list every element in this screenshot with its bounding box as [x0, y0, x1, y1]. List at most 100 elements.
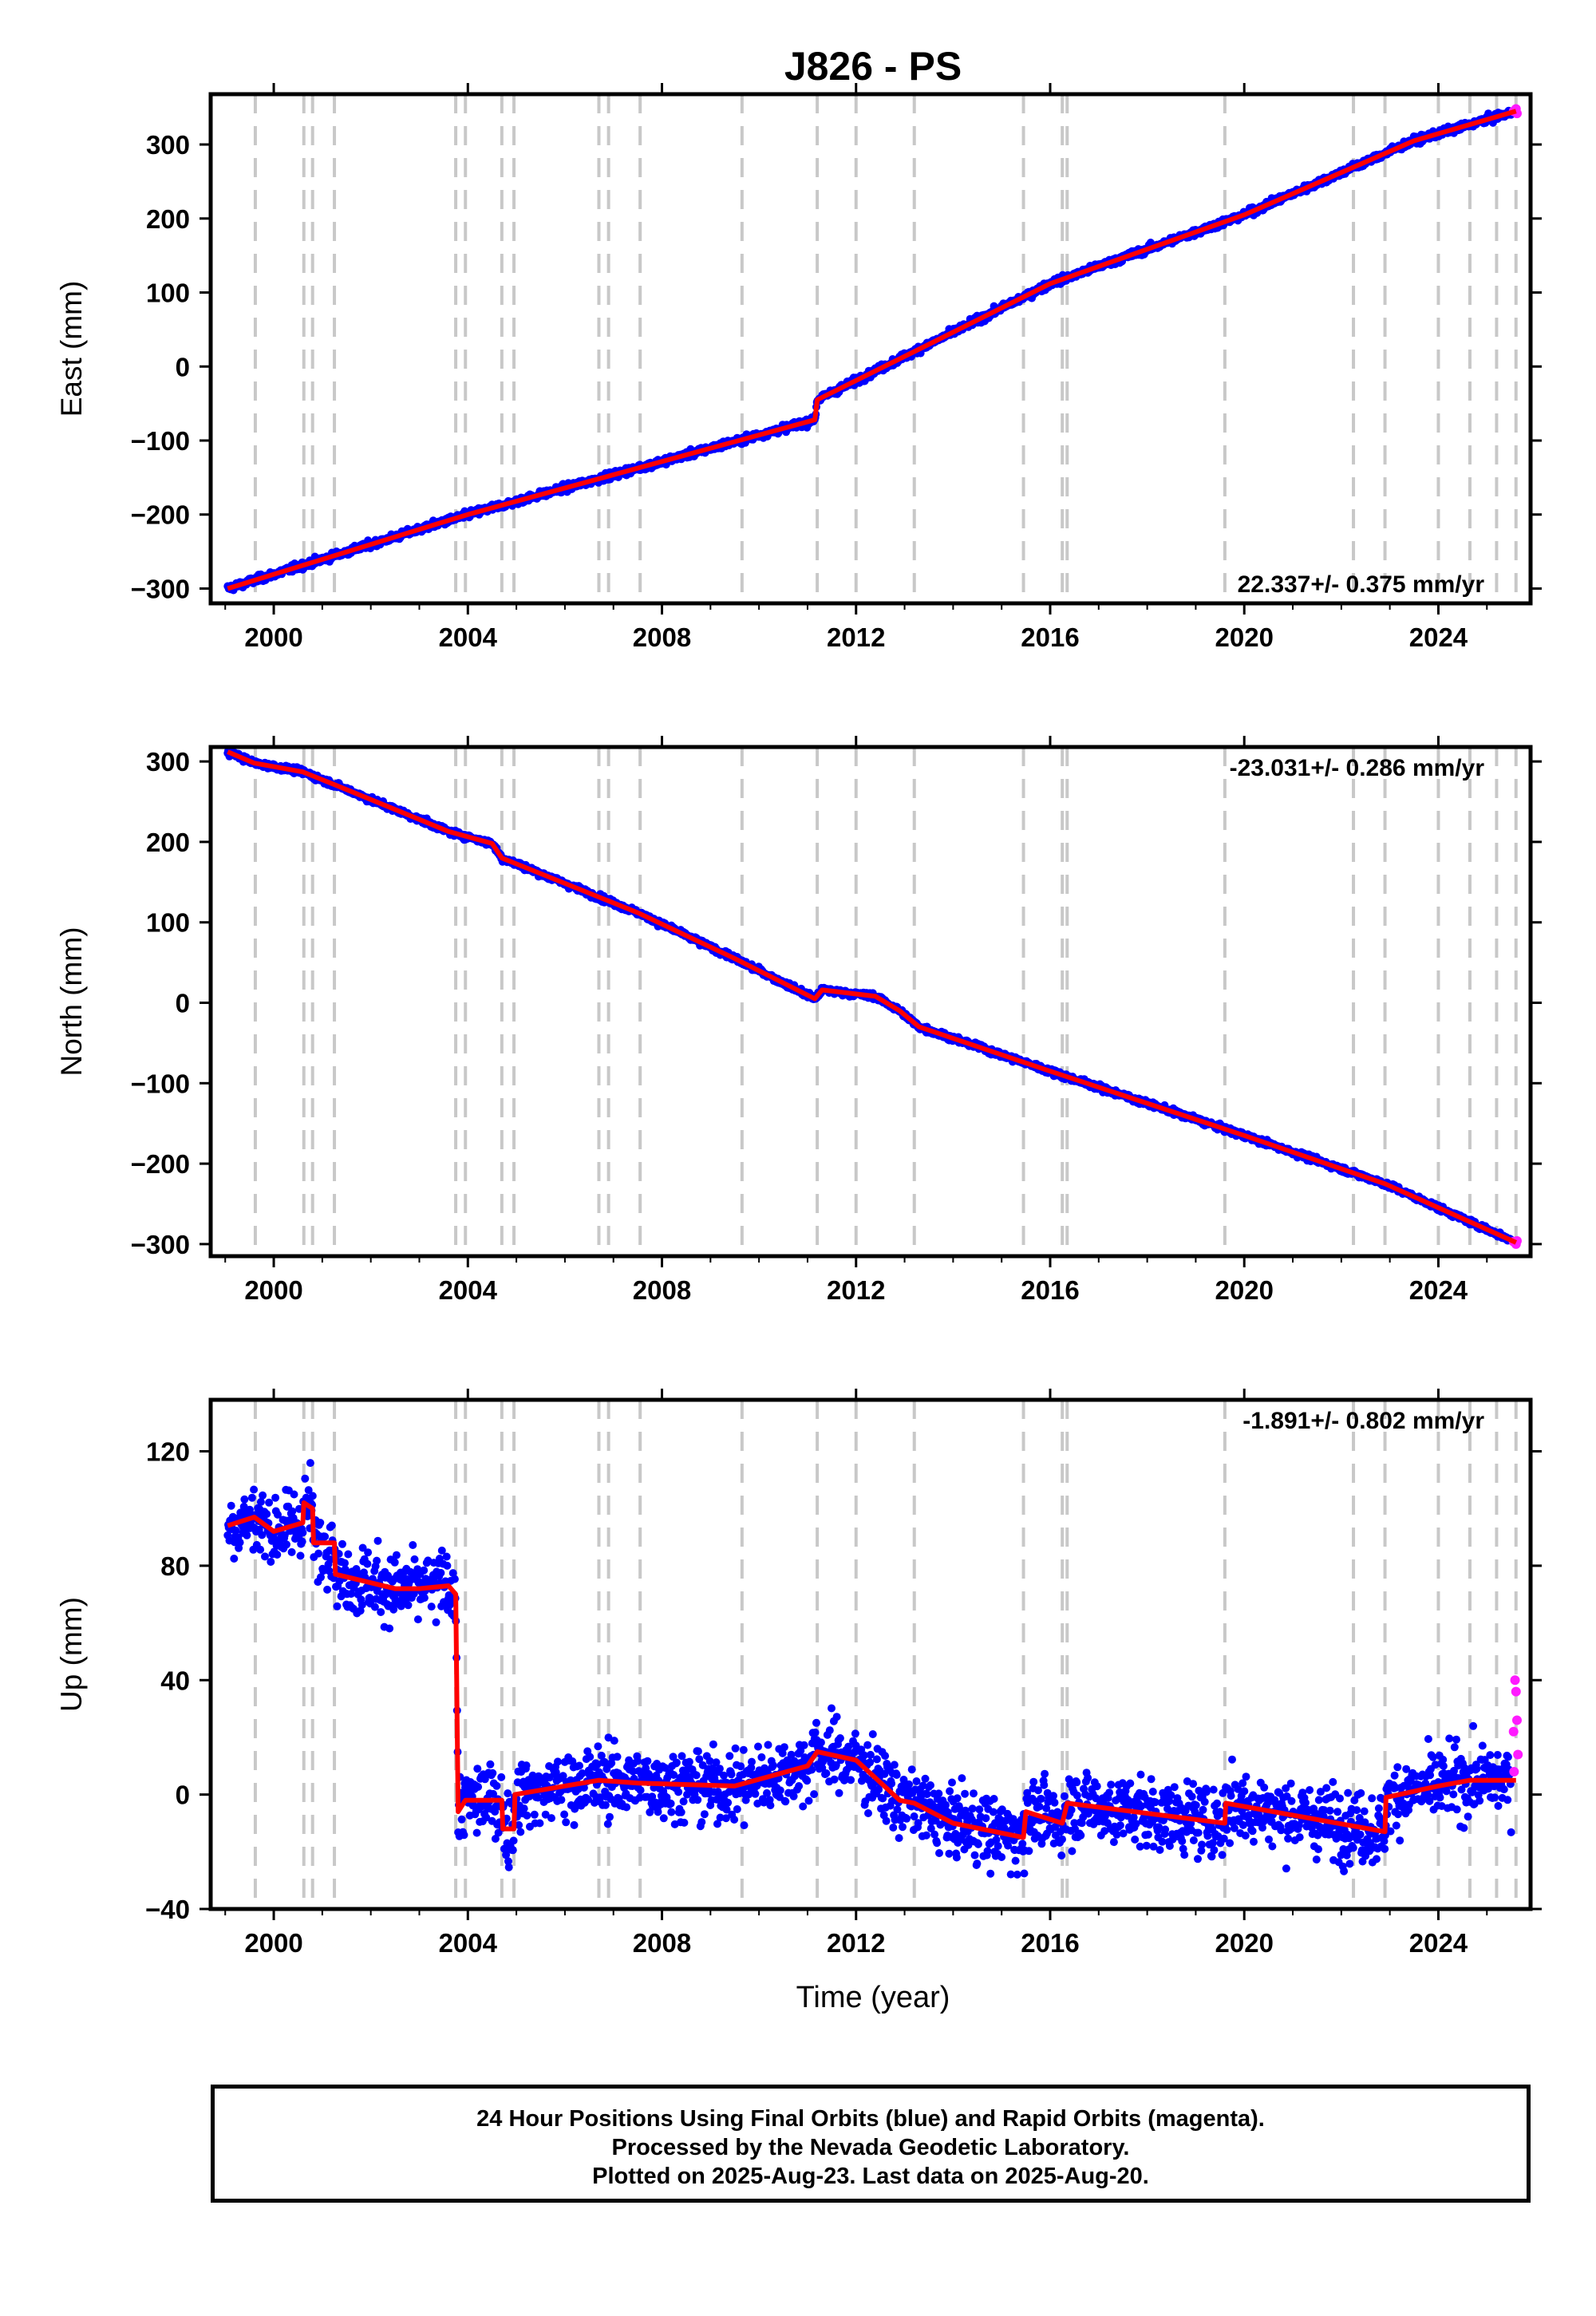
up-point: [358, 1543, 367, 1552]
up-point: [344, 1550, 353, 1559]
east-xtick-label: 2024: [1409, 622, 1468, 652]
up-point: [273, 1551, 282, 1559]
up-point: [420, 1594, 429, 1603]
up-point: [231, 1526, 240, 1535]
north-xtick-label: 2000: [244, 1275, 302, 1305]
north-xtick-label: 2004: [439, 1275, 498, 1305]
up-point: [392, 1551, 401, 1559]
up-point: [288, 1507, 297, 1516]
up-point: [247, 1493, 256, 1502]
east-ytick-label: −100: [131, 426, 190, 456]
up-point: [390, 1558, 399, 1567]
north-xtick-label: 2012: [827, 1275, 885, 1305]
up-point: [246, 1505, 254, 1514]
up-point: [317, 1573, 325, 1582]
east-xtick-label: 2020: [1215, 622, 1274, 652]
up-point: [298, 1537, 306, 1546]
up-point: [341, 1565, 350, 1574]
up-point: [304, 1486, 313, 1495]
up-point: [301, 1474, 310, 1483]
up-point: [321, 1532, 330, 1541]
east-xtick-label: 2012: [827, 622, 885, 652]
up-point: [389, 1605, 398, 1614]
up-point: [316, 1519, 325, 1527]
up-point: [261, 1552, 269, 1561]
chart-title: J826 - PS: [784, 44, 962, 89]
north-ytick-label: −100: [131, 1069, 190, 1098]
up-point: [306, 1459, 314, 1468]
east-xtick-label: 2000: [244, 622, 302, 652]
up-point: [227, 1501, 235, 1510]
up-point: [265, 1498, 274, 1507]
up-point: [308, 1492, 317, 1500]
north-ytick-label: −300: [131, 1230, 190, 1259]
east-ytick-label: 100: [146, 279, 190, 308]
up-point: [240, 1495, 249, 1504]
east-xtick-label: 2004: [439, 622, 498, 652]
north-xtick-label: 2024: [1409, 1275, 1468, 1305]
up-point: [338, 1539, 346, 1548]
up-point: [364, 1548, 373, 1557]
up-point: [258, 1531, 267, 1539]
up-point: [314, 1549, 323, 1558]
up-point: [256, 1498, 265, 1506]
north-xtick-label: 2008: [633, 1275, 691, 1305]
up-point: [410, 1555, 419, 1563]
north-ytick-label: 300: [146, 747, 190, 777]
up-point: [365, 1594, 374, 1602]
up-point: [377, 1608, 385, 1616]
up-point: [282, 1540, 290, 1549]
north-ytick-label: 200: [146, 828, 190, 857]
east-model-line: [227, 109, 1517, 591]
up-point: [370, 1603, 379, 1611]
up-point: [373, 1556, 381, 1565]
up-point: [287, 1547, 296, 1556]
up-point: [373, 1536, 382, 1545]
up-point: [274, 1510, 282, 1519]
east-frame: [208, 92, 1533, 606]
north-frame: [208, 745, 1533, 1259]
up-point: [267, 1558, 275, 1566]
up-point: [432, 1618, 440, 1626]
up-point: [385, 1624, 394, 1633]
up-point: [243, 1531, 251, 1539]
up-point: [409, 1590, 418, 1598]
east-rate-label: 22.337+/- 0.375 mm/yr: [1238, 571, 1485, 598]
north-y-axis-label: North (mm): [55, 927, 88, 1076]
east-xtick-label: 2008: [633, 622, 691, 652]
up-point: [290, 1490, 298, 1499]
east-ytick-label: −300: [131, 574, 190, 603]
up-point: [323, 1585, 332, 1594]
north-xtick-label: 2016: [1021, 1275, 1079, 1305]
up-point: [263, 1510, 271, 1519]
up-point: [409, 1541, 417, 1549]
east-ytick-label: 300: [146, 130, 190, 160]
up-point: [298, 1528, 307, 1537]
up-point: [256, 1545, 265, 1554]
up-point: [259, 1491, 267, 1500]
north-model-line: [227, 749, 1518, 1245]
north-ytick-label: −200: [131, 1149, 190, 1179]
east-ytick-label: −200: [131, 500, 190, 530]
up-point: [333, 1602, 342, 1611]
up-point: [420, 1566, 429, 1575]
up-point: [271, 1493, 280, 1502]
up-point: [230, 1555, 239, 1563]
north-ytick-label: 100: [146, 908, 190, 938]
up-point: [296, 1551, 305, 1560]
north-rate-label: -23.031+/- 0.286 mm/yr: [1230, 755, 1485, 781]
east-y-axis-label: East (mm): [55, 281, 88, 417]
east-xtick-label: 2016: [1021, 622, 1079, 652]
up-point: [363, 1559, 372, 1568]
up-final-points: [223, 1459, 1515, 1879]
east-ytick-label: 200: [146, 204, 190, 234]
up-point: [341, 1559, 349, 1567]
up-point: [358, 1600, 366, 1609]
up-point: [427, 1603, 436, 1611]
north-xtick-label: 2020: [1215, 1275, 1274, 1305]
